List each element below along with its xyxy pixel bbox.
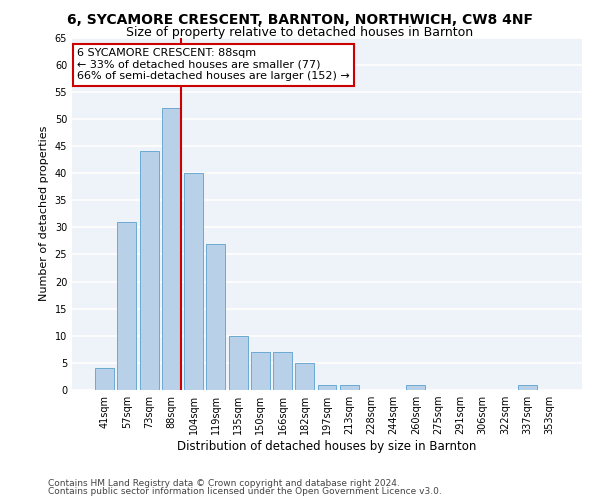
Bar [295, 363, 314, 390]
Bar [251, 352, 270, 390]
Bar [518, 384, 536, 390]
Bar [206, 244, 225, 390]
X-axis label: Distribution of detached houses by size in Barnton: Distribution of detached houses by size … [178, 440, 476, 453]
Bar [229, 336, 248, 390]
Bar [162, 108, 181, 390]
Bar [340, 384, 359, 390]
Bar [118, 222, 136, 390]
Text: 6 SYCAMORE CRESCENT: 88sqm
← 33% of detached houses are smaller (77)
66% of semi: 6 SYCAMORE CRESCENT: 88sqm ← 33% of deta… [77, 48, 350, 82]
Bar [184, 173, 203, 390]
Bar [317, 384, 337, 390]
Text: 6, SYCAMORE CRESCENT, BARNTON, NORTHWICH, CW8 4NF: 6, SYCAMORE CRESCENT, BARNTON, NORTHWICH… [67, 12, 533, 26]
Text: Size of property relative to detached houses in Barnton: Size of property relative to detached ho… [127, 26, 473, 39]
Text: Contains HM Land Registry data © Crown copyright and database right 2024.: Contains HM Land Registry data © Crown c… [48, 478, 400, 488]
Bar [95, 368, 114, 390]
Bar [406, 384, 425, 390]
Text: Contains public sector information licensed under the Open Government Licence v3: Contains public sector information licen… [48, 487, 442, 496]
Bar [140, 152, 158, 390]
Y-axis label: Number of detached properties: Number of detached properties [39, 126, 49, 302]
Bar [273, 352, 292, 390]
